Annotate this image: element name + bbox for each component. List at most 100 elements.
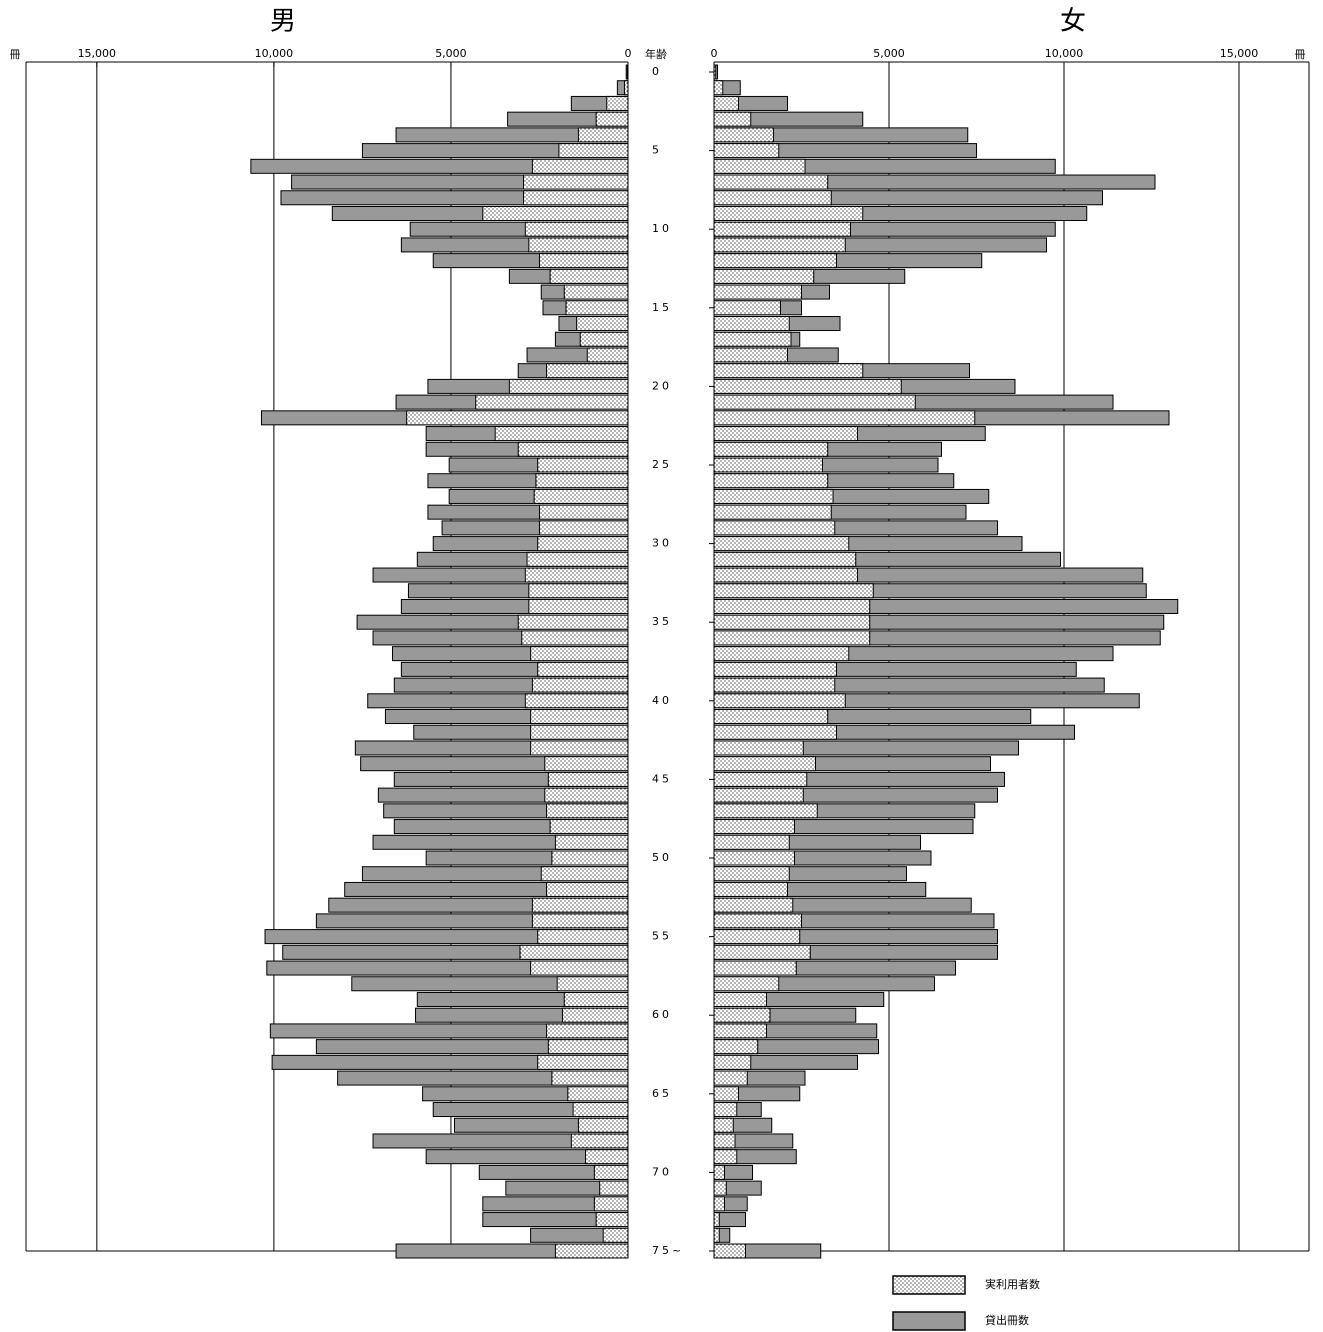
user-bar (713, 504, 832, 520)
user-bar (517, 441, 629, 457)
y-tick-label: 10 (652, 222, 672, 235)
user-bar (713, 740, 804, 756)
user-bar (713, 1039, 759, 1055)
user-bar (595, 111, 629, 127)
user-bar (713, 158, 806, 174)
user-bar (563, 991, 629, 1007)
panel-title: 男 (270, 7, 296, 37)
user-bar (554, 1243, 629, 1259)
user-bar (713, 1149, 738, 1165)
x-tick-label: 10,000 (1045, 47, 1084, 60)
user-bar (713, 426, 858, 442)
user-bar (713, 64, 717, 80)
user-bar (579, 331, 629, 347)
user-bar (713, 1243, 746, 1259)
user-bar (713, 174, 829, 190)
user-bar (713, 929, 801, 945)
user-bar (713, 441, 829, 457)
user-bar (623, 80, 629, 96)
user-bar (524, 567, 629, 583)
user-bar (531, 897, 629, 913)
user-bar (521, 630, 629, 646)
user-bar (406, 410, 629, 426)
user-bar (713, 583, 874, 599)
user-bar (713, 284, 802, 300)
user-bar (713, 111, 752, 127)
user-bar (713, 1180, 727, 1196)
user-bar (531, 158, 629, 174)
user-bar (713, 143, 780, 159)
user-bar (595, 1212, 629, 1228)
user-bar (713, 944, 811, 960)
user-bar (528, 598, 629, 614)
user-bar (565, 300, 629, 316)
user-bar (517, 614, 629, 630)
user-bar (713, 709, 829, 725)
user-bar (586, 347, 629, 363)
user-bar (530, 960, 629, 976)
user-bar (577, 127, 629, 143)
user-bar (713, 834, 790, 850)
y-tick-label: 75~ (652, 1244, 684, 1257)
user-bar (576, 316, 629, 332)
user-bar (530, 646, 629, 662)
user-bar (713, 347, 788, 363)
user-bar (558, 143, 629, 159)
user-bar (593, 1196, 629, 1212)
user-bar (549, 268, 629, 284)
user-bar (713, 1023, 767, 1039)
user-bar (531, 913, 629, 929)
user-bar (713, 316, 790, 332)
user-bar (713, 1164, 725, 1180)
user-bar (713, 913, 802, 929)
x-unit: 冊 (10, 48, 21, 61)
x-tick-label: 15,000 (1220, 47, 1259, 60)
user-bar (602, 1227, 629, 1243)
user-bar (713, 300, 781, 316)
user-bar (713, 1054, 752, 1070)
user-bar (713, 881, 788, 897)
y-tick-label: 65 (652, 1087, 672, 1100)
user-bar (713, 551, 857, 567)
user-bar (531, 677, 629, 693)
user-bar (713, 819, 795, 835)
user-bar (713, 190, 832, 206)
user-bar (547, 1039, 629, 1055)
user-bar (494, 426, 629, 442)
user-bar (713, 866, 790, 882)
user-bar (713, 850, 795, 866)
y-tick-label: 55 (652, 930, 672, 943)
user-bar (533, 488, 629, 504)
user-bar (537, 457, 629, 473)
user-bar (713, 1117, 734, 1133)
user-bar (713, 268, 815, 284)
user-bar (546, 363, 629, 379)
legend-swatch (892, 1311, 966, 1331)
user-bar (538, 253, 629, 269)
user-bar (713, 1227, 720, 1243)
user-bar (544, 787, 629, 803)
user-bar (570, 1133, 629, 1149)
x-tick-label: 5,000 (435, 47, 467, 60)
user-bar (551, 850, 629, 866)
legend-label: 貸出冊数 (985, 1313, 1029, 1327)
user-bar (713, 598, 871, 614)
user-bar (713, 630, 871, 646)
user-bar (524, 221, 629, 237)
y-tick-label: 20 (652, 379, 672, 392)
y-tick-label: 70 (652, 1165, 672, 1178)
user-bar (713, 991, 767, 1007)
x-tick-label: 15,000 (78, 47, 117, 60)
user-bar (713, 661, 837, 677)
user-bar (713, 205, 864, 221)
user-bar (713, 80, 724, 96)
user-bar (713, 614, 871, 630)
user-bar (713, 363, 864, 379)
user-bar (556, 976, 629, 992)
user-bar (713, 1007, 771, 1023)
user-bar (519, 944, 629, 960)
user-bar (713, 457, 823, 473)
y-tick-label: 0 (652, 65, 662, 78)
user-bar (530, 740, 629, 756)
